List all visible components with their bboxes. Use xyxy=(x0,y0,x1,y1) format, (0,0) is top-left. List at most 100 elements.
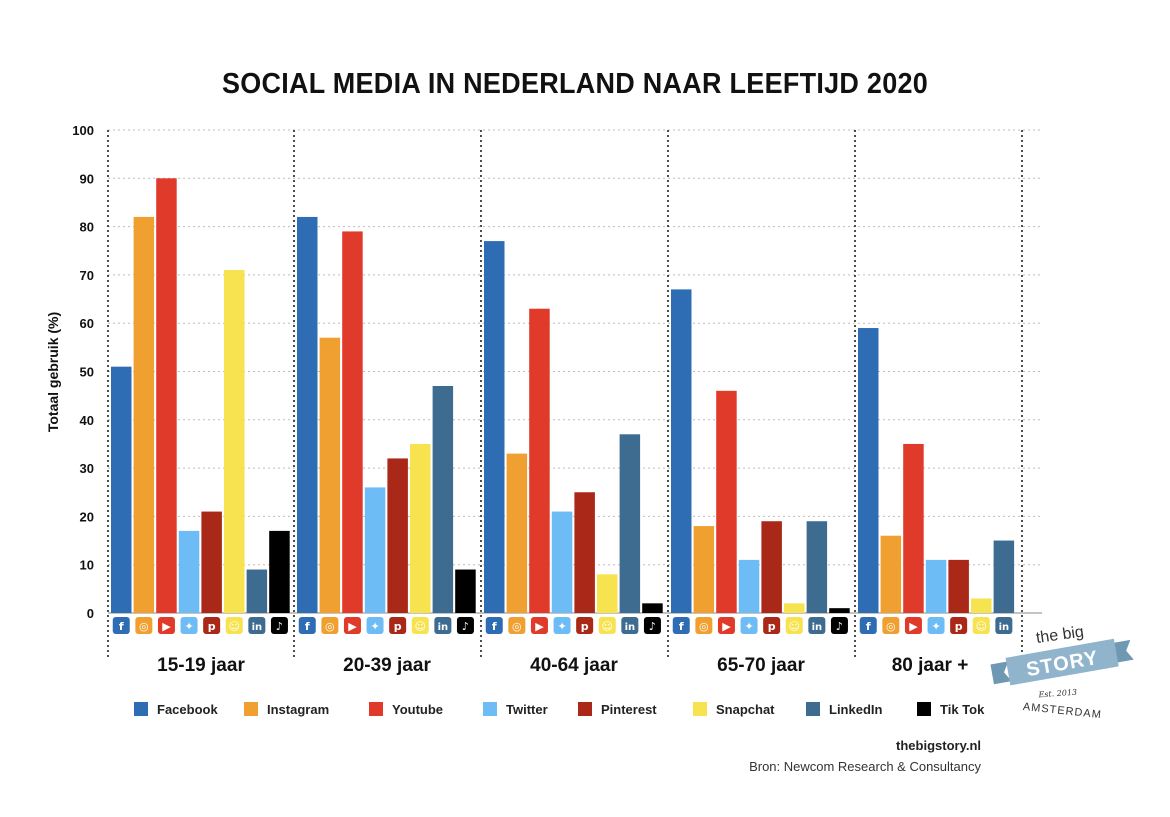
pinterest-icon-tile xyxy=(576,617,594,634)
facebook-icon-glyph: f xyxy=(305,620,310,633)
instagram-icon-tile xyxy=(508,617,526,634)
linkedin-icon-glyph: in xyxy=(438,622,449,633)
legend-item: Twitter xyxy=(483,702,548,717)
bar-instagram xyxy=(319,337,341,613)
y-axis-label: Totaal gebruik (%) xyxy=(45,312,61,432)
legend-label: Tik Tok xyxy=(940,702,985,717)
youtube-icon-glyph: ▶ xyxy=(909,620,918,633)
linkedin-icon-tile xyxy=(248,617,266,634)
youtube-icon: ▶ xyxy=(904,617,922,634)
legend-item: Pinterest xyxy=(578,702,657,717)
bar-snapchat xyxy=(410,443,431,613)
legend-swatch xyxy=(917,702,931,716)
x-category-label: 15-19 jaar xyxy=(157,655,245,676)
pinterest-icon-tile xyxy=(389,617,407,634)
legend-item: Tik Tok xyxy=(917,702,985,717)
bar-facebook xyxy=(484,241,505,613)
y-tick-label: 10 xyxy=(80,558,94,573)
legend-item: Youtube xyxy=(369,702,443,717)
bar-pinterest xyxy=(201,511,222,613)
twitter-icon-glyph: ✦ xyxy=(931,620,940,633)
youtube-icon-tile xyxy=(530,617,548,634)
instagram-icon-glyph: ◎ xyxy=(139,620,149,633)
twitter-icon-tile xyxy=(366,617,384,634)
instagram-icon-tile xyxy=(135,617,153,634)
bar-tiktok xyxy=(455,569,476,613)
snapchat-icon-glyph: ☺ xyxy=(789,620,800,633)
legend-label: Youtube xyxy=(392,702,443,717)
linkedin-icon-tile xyxy=(621,617,639,634)
twitter-icon-tile xyxy=(553,617,571,634)
snapchat-icon-tile xyxy=(972,617,990,634)
tiktok-icon-tile xyxy=(830,617,848,634)
tiktok-icon-glyph: ♪ xyxy=(276,620,283,633)
x-category-label: 65-70 jaar xyxy=(717,655,805,676)
tiktok-icon: ♪ xyxy=(643,617,661,634)
logo-ribbon-left xyxy=(990,661,1012,685)
facebook-icon-glyph: f xyxy=(119,620,124,633)
linkedin-icon: in xyxy=(995,617,1013,634)
pinterest-icon-tile xyxy=(950,617,968,634)
platform-icons: f ◎ ▶ ✦ p ☺ in ♪ f ◎ ▶ ✦ p ☺ in ♪ f ◎ ▶ ✦ p ☺ in ♪ f ◎ ▶ ✦ p ☺ in ♪ f ◎ ▶ ✦… xyxy=(112,617,1013,634)
snapchat-icon-tile xyxy=(598,617,616,634)
facebook-icon-tile xyxy=(112,617,130,634)
bar-youtube xyxy=(716,390,737,613)
bar-linkedin xyxy=(993,540,1015,613)
y-tick-label: 90 xyxy=(80,171,94,186)
twitter-icon-glyph: ✦ xyxy=(370,620,379,633)
x-category-label: 40-64 jaar xyxy=(530,655,618,676)
y-tick-label: 80 xyxy=(80,220,94,235)
instagram-icon: ◎ xyxy=(321,617,339,634)
logo-ribbon xyxy=(1005,638,1119,686)
twitter-icon: ✦ xyxy=(927,617,945,634)
logo-city-text: AMSTERDAM xyxy=(1022,701,1102,721)
legend-label: Facebook xyxy=(157,702,218,717)
twitter-icon-tile xyxy=(740,617,758,634)
bar-facebook xyxy=(297,216,318,613)
youtube-icon: ▶ xyxy=(343,617,361,634)
linkedin-icon-tile xyxy=(808,617,826,634)
twitter-icon-glyph: ✦ xyxy=(184,620,193,633)
bar-pinterest xyxy=(387,458,408,613)
bar-youtube xyxy=(342,231,363,613)
facebook-icon-glyph: f xyxy=(866,620,871,633)
facebook-icon: f xyxy=(112,617,130,634)
bars xyxy=(111,178,1015,614)
tiktok-icon: ♪ xyxy=(830,617,848,634)
facebook-icon: f xyxy=(485,617,503,634)
youtube-icon-glyph: ▶ xyxy=(722,620,731,633)
logo-top-text: the big xyxy=(1035,623,1085,647)
pinterest-icon-tile xyxy=(763,617,781,634)
youtube-icon: ▶ xyxy=(157,617,175,634)
legend-item: Snapchat xyxy=(693,702,775,717)
bar-twitter xyxy=(925,559,947,613)
bar-pinterest xyxy=(574,492,595,613)
y-tick-label: 0 xyxy=(87,606,94,621)
linkedin-icon-tile xyxy=(434,617,452,634)
source-credit: Bron: Newcom Research & Consultancy xyxy=(749,759,981,774)
bar-facebook xyxy=(111,366,132,613)
legend: Facebook Instagram Youtube Twitter Pinterest… xyxy=(134,702,985,717)
tiktok-icon-glyph: ♪ xyxy=(649,620,656,633)
facebook-icon-tile xyxy=(859,617,877,634)
pinterest-icon: p xyxy=(763,617,781,634)
legend-item: Instagram xyxy=(244,702,329,717)
linkedin-icon: in xyxy=(434,617,452,634)
legend-swatch xyxy=(693,702,707,716)
bar-linkedin xyxy=(619,434,641,613)
instagram-icon-tile xyxy=(882,617,900,634)
instagram-icon-glyph: ◎ xyxy=(325,620,335,633)
bar-facebook xyxy=(671,289,692,613)
legend-label: Pinterest xyxy=(601,702,657,717)
youtube-icon: ▶ xyxy=(530,617,548,634)
snapchat-icon-glyph: ☺ xyxy=(976,620,987,633)
pinterest-icon-glyph: p xyxy=(768,620,776,633)
legend-swatch xyxy=(244,702,258,716)
snapchat-icon-tile xyxy=(411,617,429,634)
snapchat-icon-tile xyxy=(225,617,243,634)
instagram-icon-tile xyxy=(321,617,339,634)
bar-facebook xyxy=(858,328,879,613)
twitter-icon-glyph: ✦ xyxy=(557,620,566,633)
twitter-icon-tile xyxy=(180,617,198,634)
